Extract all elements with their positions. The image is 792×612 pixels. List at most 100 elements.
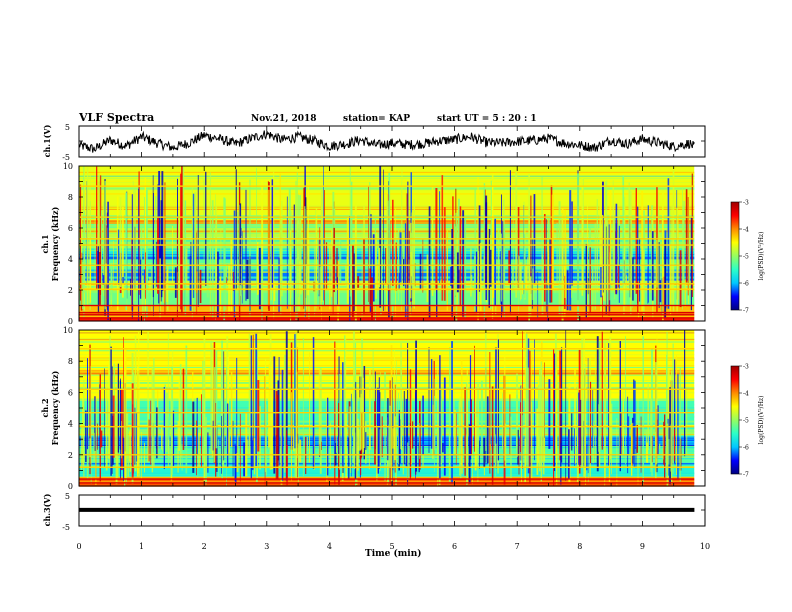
impulse-streak [302, 337, 304, 477]
impulse-streak [296, 172, 298, 320]
impulse-streak [89, 344, 91, 475]
spectral-line [79, 385, 695, 387]
impulse-streak [510, 416, 512, 479]
impulse-streak [369, 182, 371, 287]
spectral-line [79, 483, 695, 485]
impulse-streak [105, 263, 107, 284]
colorbar-tick-label: -7 [743, 472, 749, 479]
chart-title: VLF Spectra [79, 111, 155, 124]
impulse-streak [202, 360, 204, 461]
impulse-streak [358, 429, 360, 452]
impulse-streak [280, 200, 283, 297]
impulse-streak [354, 200, 357, 321]
impulse-streak [486, 396, 489, 464]
narrowband-line [79, 283, 695, 285]
impulse-streak [218, 439, 220, 477]
impulse-streak [144, 442, 145, 473]
impulse-streak [401, 169, 403, 290]
impulse-streak [474, 387, 477, 471]
impulse-streak [299, 439, 302, 463]
time-tick-label: 10 [700, 542, 710, 551]
impulse-streak [560, 442, 562, 485]
impulse-streak [249, 179, 251, 317]
impulse-streak [82, 393, 84, 466]
impulse-streak [398, 272, 400, 289]
ch2-spectrogram-ylabel-frequency: Frequency (kHz) [50, 370, 60, 445]
impulse-streak [527, 257, 528, 287]
impulse-streak [625, 336, 626, 465]
impulse-streak [642, 336, 644, 485]
impulse-streak [404, 223, 407, 318]
impulse-streak [443, 207, 446, 301]
impulse-streak [99, 175, 102, 295]
impulse-streak [463, 246, 464, 317]
impulse-streak [354, 374, 356, 470]
impulse-streak [349, 216, 351, 321]
frequency-band [79, 316, 695, 321]
spectral-line [79, 404, 695, 406]
impulse-streak [230, 372, 233, 448]
narrowband-line [79, 185, 695, 187]
impulse-streak [163, 211, 165, 303]
impulse-streak [485, 195, 488, 287]
impulse-streak [149, 276, 151, 288]
impulse-streak [279, 173, 281, 302]
impulse-streak [627, 396, 629, 474]
impulse-streak [522, 415, 524, 466]
impulse-streak [180, 363, 182, 458]
impulse-streak [581, 338, 583, 468]
impulse-streak [300, 209, 302, 295]
impulse-streak [146, 189, 148, 319]
impulse-streak [337, 261, 339, 321]
impulse-streak [158, 170, 161, 304]
impulse-streak [90, 365, 92, 464]
narrowband-line [79, 264, 695, 266]
impulse-streak [126, 412, 129, 459]
impulse-streak [431, 359, 433, 449]
impulse-streak [399, 419, 401, 464]
impulse-streak [368, 186, 369, 302]
impulse-streak [109, 335, 111, 469]
impulse-streak [583, 364, 586, 474]
spectral-line [79, 472, 695, 475]
spectral-line [79, 445, 695, 446]
impulse-streak [608, 244, 610, 317]
impulse-streak [271, 361, 273, 469]
impulse-streak [672, 343, 674, 475]
impulse-streak [515, 172, 518, 298]
impulse-streak [683, 200, 685, 300]
impulse-streak [585, 243, 588, 318]
impulse-streak [298, 194, 299, 298]
impulse-streak [691, 173, 693, 298]
impulse-streak [339, 239, 340, 312]
impulse-streak [89, 173, 91, 300]
impulse-streak [446, 229, 448, 311]
impulse-streak [571, 412, 573, 451]
spectral-line [79, 189, 695, 192]
impulse-streak [304, 435, 305, 466]
impulse-streak [376, 427, 378, 481]
impulse-streak [99, 384, 100, 456]
impulse-streak [439, 355, 441, 479]
impulse-streak [305, 264, 308, 310]
impulse-streak [655, 362, 657, 480]
time-tick-label: 1 [139, 542, 144, 551]
ch1-waveform-line [78, 130, 695, 153]
impulse-streak [400, 341, 402, 450]
impulse-streak [121, 421, 122, 459]
impulse-streak [398, 409, 400, 456]
impulse-streak [673, 429, 676, 461]
impulse-streak [206, 246, 209, 298]
ch2-spectrogram-ticks [78, 330, 706, 486]
impulse-streak [216, 251, 219, 318]
impulse-streak [182, 167, 185, 289]
impulse-streak [81, 199, 83, 306]
impulse-streak [285, 331, 288, 481]
impulse-streak [538, 385, 539, 451]
ch2-colorbar-ticks: -3 -4 -5 -6 -7 [739, 364, 749, 479]
impulse-streak [178, 380, 181, 451]
impulse-streak [407, 342, 409, 485]
impulse-streak [658, 192, 659, 304]
impulse-streak [94, 171, 96, 289]
impulse-streak [375, 232, 377, 299]
